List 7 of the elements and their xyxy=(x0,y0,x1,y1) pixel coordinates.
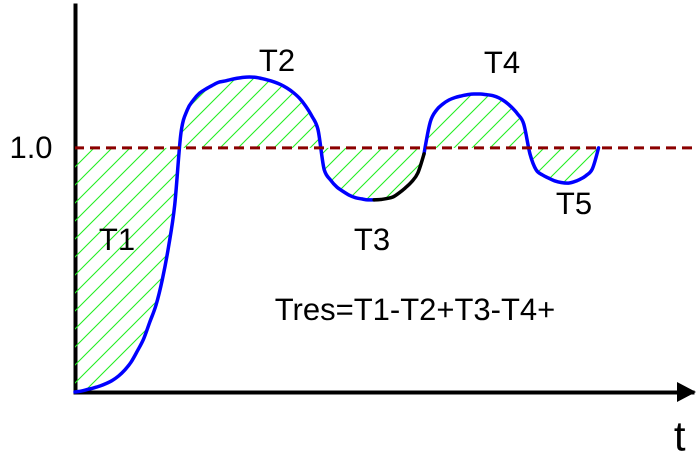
text: 1.0 xyxy=(9,130,53,165)
annotation: T5 xyxy=(556,186,592,221)
annotation: T2 xyxy=(258,43,296,78)
annotation: T3 xyxy=(354,222,390,257)
x-axis-title: t xyxy=(674,412,686,456)
annotation: T4 xyxy=(484,45,520,80)
annotation: Tres=T1-T2+T3-T4+ xyxy=(274,292,556,327)
